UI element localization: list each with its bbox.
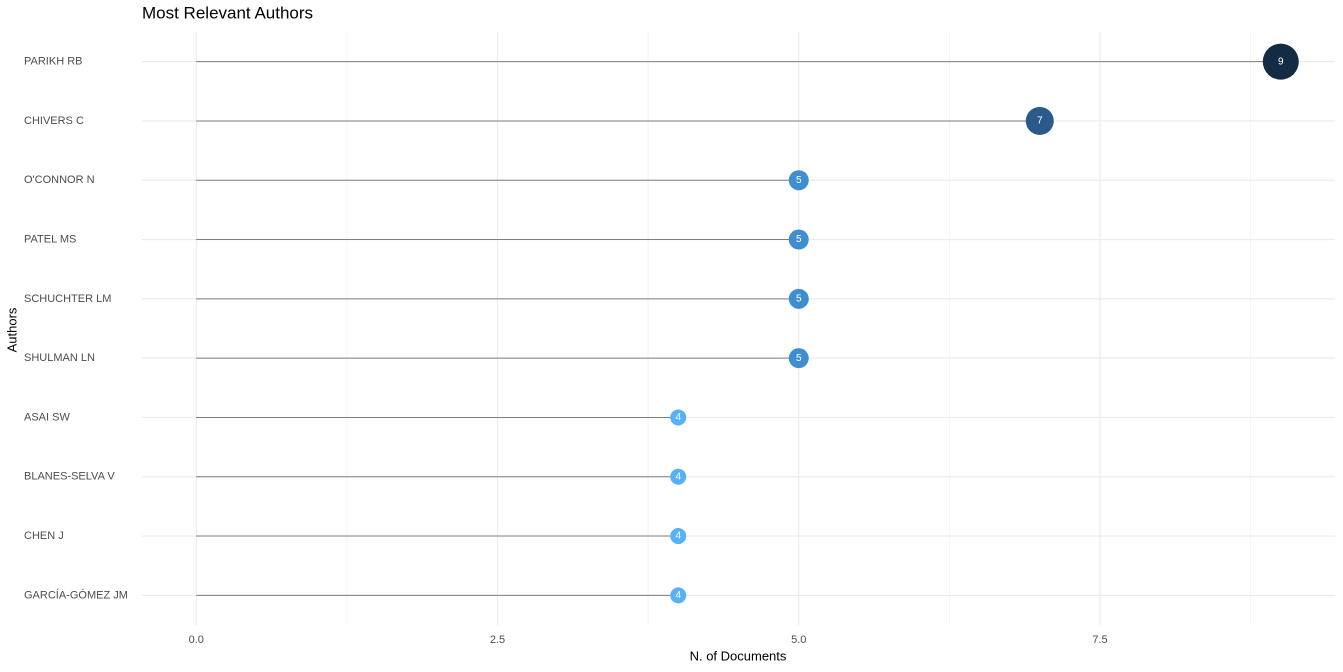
point — [670, 528, 687, 545]
point — [1025, 106, 1054, 135]
point — [1262, 43, 1299, 80]
point — [670, 468, 687, 485]
y-tick-label: SHULMAN LN — [24, 352, 95, 364]
data-label: 9 — [1278, 56, 1284, 67]
data-label: 4 — [675, 471, 681, 482]
y-tick-label: CHEN J — [24, 530, 64, 542]
data-label: 5 — [796, 353, 802, 364]
x-tick-label: 7.5 — [1092, 634, 1107, 646]
point — [788, 348, 809, 369]
data-label: 5 — [796, 234, 802, 245]
x-tick-label: 5.0 — [791, 634, 806, 646]
y-tick-label: PARIKH RB — [24, 56, 82, 68]
y-tick-label: SCHUCHTER LM — [24, 293, 111, 305]
data-label: 5 — [796, 175, 802, 186]
data-label: 4 — [675, 590, 681, 601]
x-tick-label: 0.0 — [189, 634, 204, 646]
y-axis-title: Authors — [4, 307, 19, 352]
point — [788, 170, 809, 191]
y-tick-label: GARCÍA-GÓMEZ JM — [24, 588, 128, 601]
point — [670, 587, 687, 604]
y-tick-label: PATEL MS — [24, 233, 76, 245]
y-tick-label: ASAI SW — [24, 411, 70, 423]
point — [670, 409, 687, 426]
data-label: 5 — [796, 293, 802, 304]
point — [788, 288, 809, 309]
y-tick-label: O'CONNOR N — [24, 174, 95, 186]
data-label: 4 — [675, 412, 681, 423]
chart-title: Most Relevant Authors — [142, 3, 313, 22]
x-axis-title: N. of Documents — [690, 648, 787, 663]
point — [788, 229, 809, 250]
x-tick-label: 2.5 — [490, 634, 505, 646]
y-tick-label: CHIVERS C — [24, 115, 84, 127]
y-tick-label: BLANES-SELVA V — [24, 471, 115, 483]
data-label: 4 — [675, 531, 681, 542]
data-label: 7 — [1037, 116, 1043, 127]
